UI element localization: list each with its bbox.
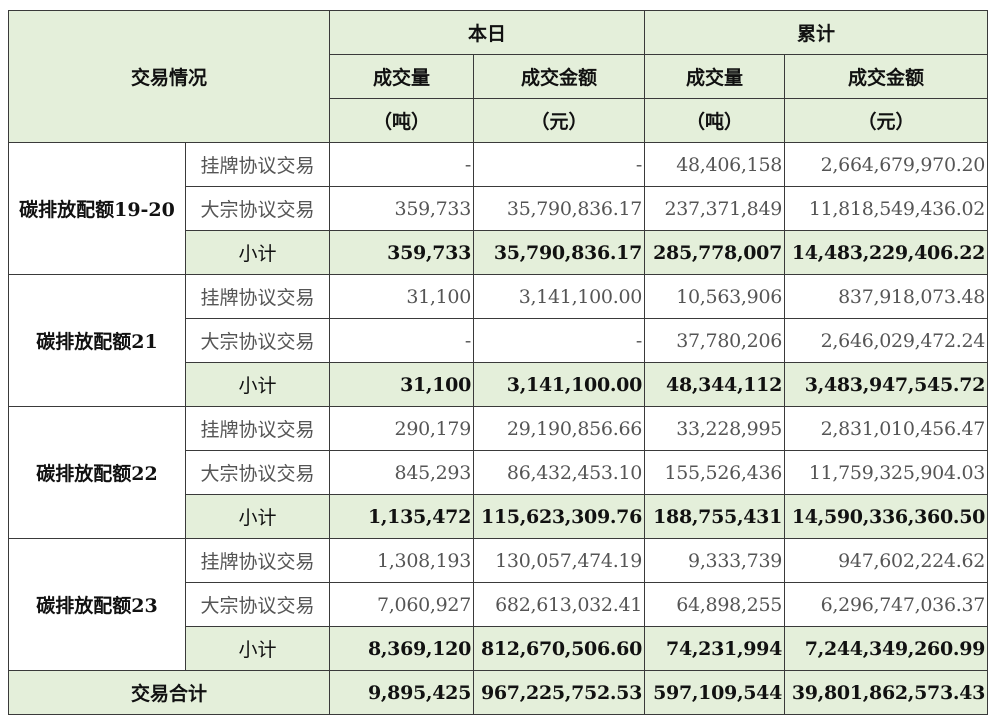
- table-row: 大宗协议交易 - - 37,780,206 2,646,029,472.24: [9, 318, 989, 363]
- cum-amount: 837,918,073.48: [784, 274, 989, 319]
- subtotal-row: 小计 359,733 35,790,836.17 285,778,007 14,…: [9, 230, 989, 275]
- today-amount: 86,432,453.10: [473, 450, 646, 495]
- header-cum-volume: 成交量: [644, 54, 786, 99]
- header-cum-volume-unit: （吨）: [644, 98, 786, 143]
- table-row: 碳排放配额21 挂牌协议交易 31,100 3,141,100.00 10,56…: [8, 274, 989, 407]
- today-volume: 359,733: [329, 186, 475, 231]
- trade-type: 挂牌协议交易: [184, 274, 331, 319]
- cum-volume: 37,780,206: [644, 318, 786, 363]
- today-volume: 1,308,193: [329, 538, 475, 583]
- header-trade-info: 交易情况: [7, 10, 331, 143]
- cum-amount: 6,296,747,036.37: [784, 582, 989, 627]
- header-cumulative: 累计: [644, 10, 989, 55]
- table-row: 大宗协议交易 359,733 35,790,836.17 237,371,849…: [9, 186, 989, 231]
- header-today-volume: 成交量: [329, 54, 475, 99]
- table-row: 碳排放配额23 挂牌协议交易 1,308,193 130,057,474.19 …: [8, 538, 989, 671]
- header-row-units: （吨） （元） （吨） （元）: [9, 98, 989, 143]
- header-today-amount: 成交金额: [473, 54, 646, 99]
- cum-volume: 188,755,431: [644, 494, 786, 539]
- today-volume: 31,100: [329, 274, 475, 319]
- cum-amount: 947,602,224.62: [784, 538, 989, 583]
- group-name: 碳排放配额21: [8, 274, 186, 407]
- today-amount: 3,141,100.00: [473, 362, 646, 407]
- subtotal-label: 小计: [184, 362, 331, 407]
- cum-amount: 7,244,349,260.99: [784, 626, 989, 671]
- today-amount: 3,141,100.00: [473, 274, 646, 319]
- cum-volume: 155,526,436: [644, 450, 786, 495]
- today-amount: 682,613,032.41: [473, 582, 646, 627]
- cum-amount: 14,590,336,360.50: [784, 494, 989, 539]
- today-amount: 130,057,474.19: [473, 538, 646, 583]
- table-row: 碳排放配额22 挂牌协议交易 290,179 29,190,856.66 33,…: [8, 406, 989, 539]
- today-volume: -: [329, 142, 475, 187]
- header-today-amount-unit: （元）: [473, 98, 646, 143]
- cum-amount: 2,664,679,970.20: [784, 142, 989, 187]
- today-amount: 35,790,836.17: [473, 230, 646, 275]
- today-amount: 35,790,836.17: [473, 186, 646, 231]
- trade-type: 大宗协议交易: [184, 582, 331, 627]
- cum-volume: 48,406,158: [644, 142, 786, 187]
- cum-volume: 74,231,994: [644, 626, 786, 671]
- cum-volume: 64,898,255: [644, 582, 786, 627]
- trade-type: 大宗协议交易: [184, 186, 331, 231]
- cum-amount: 3,483,947,545.72: [784, 362, 989, 407]
- table-row: 大宗协议交易 7,060,927 682,613,032.41 64,898,2…: [9, 582, 989, 627]
- header-cum-amount-unit: （元）: [784, 98, 989, 143]
- cum-volume: 10,563,906: [644, 274, 786, 319]
- total-cum-volume: 597,109,544: [644, 670, 786, 715]
- today-volume: 845,293: [329, 450, 475, 495]
- trade-summary-table: 交易情况 本日 累计 成交量 成交金额 成交量 成交金额 （吨） （元） （吨）…: [7, 10, 989, 715]
- group-name: 碳排放配额23: [8, 538, 186, 671]
- today-amount: -: [473, 142, 646, 187]
- cum-volume: 285,778,007: [644, 230, 786, 275]
- subtotal-row: 小计 8,369,120 812,670,506.60 74,231,994 7…: [9, 626, 989, 671]
- today-amount: -: [473, 318, 646, 363]
- group-name: 碳排放配额19-20: [8, 142, 186, 275]
- trade-type: 挂牌协议交易: [184, 538, 331, 583]
- subtotal-row: 小计 31,100 3,141,100.00 48,344,112 3,483,…: [9, 362, 989, 407]
- today-amount: 812,670,506.60: [473, 626, 646, 671]
- subtotal-label: 小计: [184, 230, 331, 275]
- today-volume: 1,135,472: [329, 494, 475, 539]
- total-row: 交易合计 9,895,425 967,225,752.53 597,109,54…: [7, 670, 989, 715]
- table-row: 碳排放配额19-20 挂牌协议交易 - - 48,406,158 2,664,6…: [8, 142, 989, 275]
- header-today-volume-unit: （吨）: [329, 98, 475, 143]
- today-volume: -: [329, 318, 475, 363]
- today-amount: 115,623,309.76: [473, 494, 646, 539]
- subtotal-row: 小计 1,135,472 115,623,309.76 188,755,431 …: [9, 494, 989, 539]
- subtotal-label: 小计: [184, 494, 331, 539]
- total-cum-amount: 39,801,862,573.43: [784, 670, 989, 715]
- today-amount: 29,190,856.66: [473, 406, 646, 451]
- trade-type: 挂牌协议交易: [184, 406, 331, 451]
- cum-volume: 237,371,849: [644, 186, 786, 231]
- cum-amount: 2,831,010,456.47: [784, 406, 989, 451]
- today-volume: 359,733: [329, 230, 475, 275]
- cum-amount: 11,759,325,904.03: [784, 450, 989, 495]
- today-volume: 31,100: [329, 362, 475, 407]
- total-label: 交易合计: [7, 670, 331, 715]
- total-today-amount: 967,225,752.53: [473, 670, 646, 715]
- today-volume: 7,060,927: [329, 582, 475, 627]
- today-volume: 8,369,120: [329, 626, 475, 671]
- cum-amount: 14,483,229,406.22: [784, 230, 989, 275]
- trade-type: 大宗协议交易: [184, 450, 331, 495]
- total-today-volume: 9,895,425: [329, 670, 475, 715]
- header-row-periods: 交易情况 本日 累计: [7, 10, 989, 143]
- header-cum-amount: 成交金额: [784, 54, 989, 99]
- header-today: 本日: [329, 10, 646, 55]
- today-volume: 290,179: [329, 406, 475, 451]
- cum-volume: 33,228,995: [644, 406, 786, 451]
- trade-type: 挂牌协议交易: [184, 142, 331, 187]
- subtotal-label: 小计: [184, 626, 331, 671]
- group-name: 碳排放配额22: [8, 406, 186, 539]
- cum-amount: 2,646,029,472.24: [784, 318, 989, 363]
- cum-volume: 48,344,112: [644, 362, 786, 407]
- trade-type: 大宗协议交易: [184, 318, 331, 363]
- cum-amount: 11,818,549,436.02: [784, 186, 989, 231]
- header-row-columns: 成交量 成交金额 成交量 成交金额: [9, 54, 989, 99]
- cum-volume: 9,333,739: [644, 538, 786, 583]
